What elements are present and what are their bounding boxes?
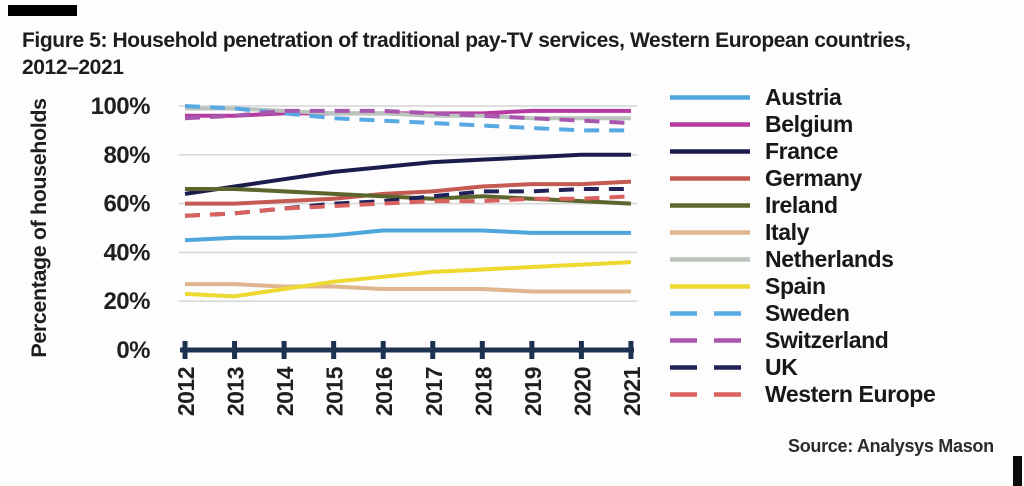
- legend-item-italy: Italy: [668, 219, 1018, 246]
- source-caption: Source: Analysys Mason: [788, 436, 994, 456]
- series-line-italy: [185, 282, 631, 294]
- figure-title: Figure 5: Household penetration of tradi…: [22, 27, 1007, 82]
- y-tick-label-40: 40%: [103, 239, 150, 266]
- x-axis-tick-2016: [380, 341, 386, 359]
- y-tick-label-20: 20%: [103, 288, 150, 315]
- legend-swatch-netherlands: [670, 257, 750, 262]
- legend-label-france: France: [765, 138, 839, 164]
- x-tick-label-2017: 2017: [421, 367, 447, 416]
- legend-label-austria: Austria: [765, 84, 842, 110]
- legend-label-germany: Germany: [765, 165, 862, 191]
- x-tick-label-2019: 2019: [520, 367, 546, 416]
- legend-swatch-austria: [670, 95, 750, 100]
- legend-label-spain: Spain: [765, 273, 826, 299]
- x-tick-label-2015: 2015: [322, 366, 348, 416]
- legend-label-italy: Italy: [765, 219, 810, 245]
- x-tick-label-2021: 2021: [619, 366, 645, 416]
- x-axis-tick-2020: [578, 341, 584, 359]
- legend-item-netherlands: Netherlands: [668, 246, 1018, 273]
- legend-swatch-western-europe: [670, 392, 750, 397]
- legend-item-uk: UK: [668, 354, 1018, 381]
- legend-label-sweden: Sweden: [765, 300, 850, 326]
- legend-swatch-switzerland: [670, 338, 750, 343]
- x-axis-tick-2019: [529, 341, 535, 359]
- figure-title-line1: Figure 5: Household penetration of tradi…: [22, 29, 911, 52]
- x-axis-tick-2021: [628, 341, 634, 359]
- x-axis-tick-2017: [430, 341, 436, 359]
- legend-item-western-europe: Western Europe: [668, 381, 1018, 408]
- series-line-ireland: [185, 186, 632, 206]
- x-axis-tick-2012: [182, 341, 188, 359]
- legend-label-belgium: Belgium: [765, 111, 853, 137]
- legend-swatch-uk: [670, 365, 750, 370]
- legend-swatch-germany: [670, 176, 750, 181]
- legend-item-germany: Germany: [668, 165, 1018, 192]
- series-line-france: [184, 152, 631, 196]
- y-axis-title: Percentage of households: [27, 98, 51, 358]
- y-tick-label-80: 80%: [103, 142, 150, 169]
- x-tick-label-2016: 2016: [371, 367, 397, 416]
- legend-swatch-spain: [670, 284, 750, 289]
- legend-label-uk: UK: [765, 354, 798, 380]
- legend-item-belgium: Belgium: [668, 111, 1018, 138]
- legend-item-spain: Spain: [668, 273, 1018, 300]
- legend-item-sweden: Sweden: [668, 300, 1018, 327]
- x-axis-tick-2013: [232, 341, 238, 359]
- legend-swatch-france: [670, 149, 750, 154]
- series-line-spain: [184, 260, 632, 299]
- legend-item-austria: Austria: [668, 84, 1018, 111]
- bottom-right-black-mark: [1013, 456, 1022, 486]
- legend-swatch-italy: [670, 230, 750, 235]
- figure-title-line2: 2012–2021: [22, 56, 124, 80]
- legend-swatch-sweden: [670, 311, 750, 316]
- legend-label-switzerland: Switzerland: [765, 327, 889, 353]
- legend-label-ireland: Ireland: [765, 192, 838, 218]
- y-tick-label-100: 100%: [91, 93, 151, 120]
- top-left-black-bar: [8, 5, 77, 16]
- series-line-austria: [184, 228, 631, 243]
- series-line-netherlands: [185, 106, 631, 121]
- legend-item-switzerland: Switzerland: [668, 327, 1018, 354]
- legend-item-ireland: Ireland: [668, 192, 1018, 219]
- legend-item-france: France: [668, 138, 1018, 165]
- legend-swatch-ireland: [670, 203, 750, 208]
- legend-swatch-belgium: [670, 122, 750, 127]
- x-tick-label-2014: 2014: [272, 366, 298, 416]
- y-tick-label-0: 0%: [116, 337, 150, 364]
- series-line-germany: [185, 179, 632, 206]
- chart-legend: Austria Belgium France Germany Ireland Italy N…: [668, 84, 1018, 408]
- x-tick-label-2012: 2012: [173, 367, 199, 416]
- legend-label-netherlands: Netherlands: [765, 246, 894, 272]
- x-tick-label-2020: 2020: [569, 367, 595, 416]
- x-axis-tick-2018: [479, 341, 485, 359]
- x-axis-tick-2015: [331, 341, 337, 359]
- x-axis-tick-2014: [281, 341, 287, 359]
- legend-label-western-europe: Western Europe: [765, 381, 936, 407]
- x-tick-label-2018: 2018: [470, 366, 496, 416]
- x-tick-label-2013: 2013: [223, 367, 249, 416]
- y-tick-label-60: 60%: [103, 191, 150, 218]
